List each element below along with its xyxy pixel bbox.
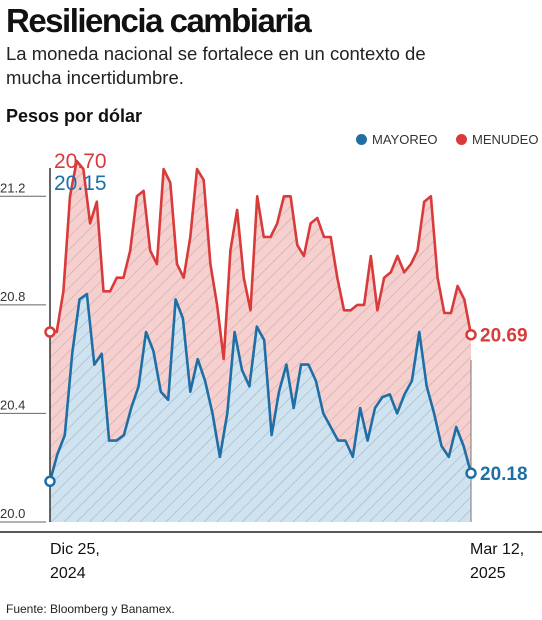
y-tick-label: 21.2 <box>0 180 25 195</box>
axes-layer: 20.0 20.4 20.8 21.2 <box>0 168 542 533</box>
legend-swatch-menudeo <box>456 134 467 145</box>
x-start-label: Dic 25, <box>50 541 100 558</box>
source-note: Fuente: Bloomberg y Banamex. <box>6 602 175 616</box>
area-mayoreo <box>50 294 471 522</box>
start-point-menudeo <box>44 326 56 338</box>
start-point-mayoreo <box>44 475 56 488</box>
y-tick-label: 20.4 <box>0 397 25 412</box>
start-label-mayoreo: 20.15 <box>54 172 107 195</box>
end-label-menudeo: 20.69 <box>480 326 528 347</box>
legend-item-menudeo: MENUDEO <box>456 132 538 147</box>
chart-subtitle: La moneda nacional se fortalece en un co… <box>6 43 426 88</box>
legend-label-menudeo: MENUDEO <box>472 132 539 147</box>
unit-label: Pesos por dólar <box>6 106 143 126</box>
chart-title: Resiliencia cambiaria <box>6 2 312 39</box>
end-label-mayoreo: 20.18 <box>480 464 528 485</box>
end-point-mayoreo <box>465 467 477 479</box>
y-tick-label: 20.8 <box>0 289 25 304</box>
legend-label-mayoreo: MAYOREO <box>372 132 438 147</box>
start-label-menudeo: 20.70 <box>54 150 107 173</box>
x-end-label: Mar 12, <box>470 541 524 558</box>
legend-item-mayoreo: MAYOREO <box>356 132 438 147</box>
lines-layer <box>44 159 477 488</box>
x-end-label: 2025 <box>470 565 506 582</box>
series-line-mayoreo <box>48 292 473 482</box>
x-start-label: 2024 <box>50 565 86 582</box>
end-point-menudeo <box>465 328 477 341</box>
series-line-menudeo <box>50 159 473 361</box>
y-tick-label: 20.0 <box>0 506 25 521</box>
labels-layer: 20.70 20.69 20.15 20.18 Dic 25, 2024 Mar 12, 20… <box>50 150 528 582</box>
legend-swatch-mayoreo <box>356 134 367 145</box>
